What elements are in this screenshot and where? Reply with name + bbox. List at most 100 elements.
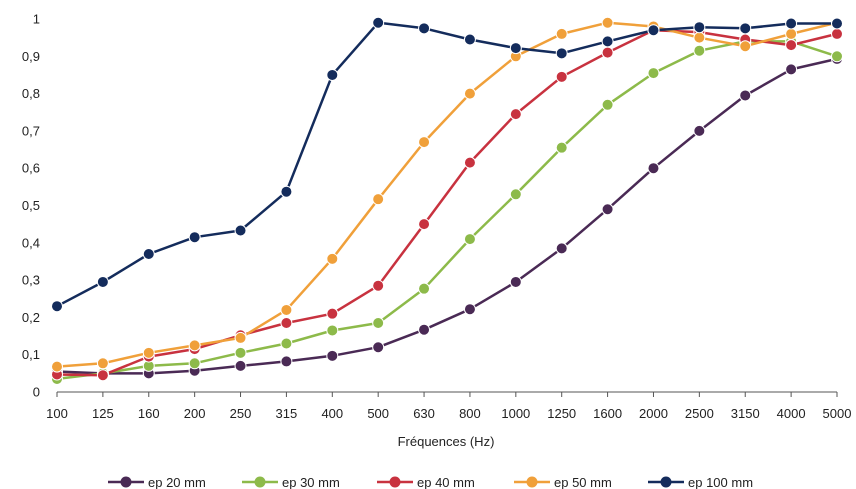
y-tick-label: 0,1 bbox=[22, 347, 40, 362]
legend-label: ep 40 mm bbox=[417, 475, 475, 489]
data-point bbox=[601, 35, 614, 48]
data-point bbox=[418, 22, 431, 35]
data-point bbox=[601, 98, 614, 111]
x-tick-label: 4000 bbox=[777, 406, 806, 421]
data-point bbox=[234, 359, 247, 372]
data-point bbox=[601, 46, 614, 59]
series-line-ep-40-mm bbox=[56, 28, 838, 377]
data-point bbox=[693, 44, 706, 57]
data-point bbox=[509, 188, 522, 201]
y-tick-label: 0,8 bbox=[22, 86, 40, 101]
data-point bbox=[418, 323, 431, 336]
x-axis: 100 125 160 200 250 315 400 500 630 800 1000 1250 16… bbox=[46, 391, 852, 421]
series-line-ep-100-mm bbox=[56, 21, 837, 308]
data-point bbox=[234, 346, 247, 359]
data-point bbox=[509, 108, 522, 121]
y-tick-label: 0,6 bbox=[22, 161, 40, 176]
data-point bbox=[234, 224, 247, 237]
data-point bbox=[326, 324, 339, 337]
data-point bbox=[831, 17, 843, 30]
data-point bbox=[188, 339, 201, 352]
data-point bbox=[280, 337, 293, 350]
legend: ep 20 mm ep 30 mm ep 40 mm ep 50 mm ep 100 m… bbox=[108, 475, 753, 489]
x-tick-label: 315 bbox=[276, 406, 298, 421]
x-tick-label: 3150 bbox=[731, 406, 760, 421]
data-point bbox=[418, 282, 431, 295]
series-line-ep-30-mm bbox=[56, 40, 838, 381]
x-tick-label: 630 bbox=[413, 406, 435, 421]
data-point bbox=[693, 124, 706, 137]
data-point bbox=[693, 31, 706, 44]
data-point bbox=[601, 203, 614, 216]
legend-marker bbox=[526, 476, 538, 488]
data-point bbox=[96, 369, 109, 382]
x-tick-label: 125 bbox=[92, 406, 114, 421]
x-tick-label: 800 bbox=[459, 406, 481, 421]
data-point bbox=[785, 63, 798, 76]
legend-marker bbox=[660, 476, 672, 488]
data-point bbox=[555, 27, 568, 40]
data-point bbox=[188, 357, 201, 370]
y-tick-label: 1 bbox=[33, 12, 40, 27]
data-point bbox=[831, 27, 843, 40]
y-tick-label: 0,7 bbox=[22, 123, 40, 138]
data-point bbox=[555, 242, 568, 255]
data-point bbox=[372, 341, 385, 354]
x-tick-label: 500 bbox=[367, 406, 389, 421]
x-tick-label: 250 bbox=[230, 406, 252, 421]
data-point bbox=[647, 67, 660, 80]
x-tick-label: 1600 bbox=[593, 406, 622, 421]
x-tick-label: 5000 bbox=[823, 406, 852, 421]
x-tick-label: 100 bbox=[46, 406, 68, 421]
y-tick-label: 0,5 bbox=[22, 198, 40, 213]
data-point bbox=[647, 162, 660, 175]
data-point bbox=[326, 307, 339, 320]
data-point bbox=[463, 303, 476, 316]
data-point bbox=[280, 355, 293, 368]
data-point bbox=[326, 68, 339, 81]
data-point bbox=[463, 233, 476, 246]
data-point bbox=[234, 331, 247, 344]
data-point bbox=[280, 185, 293, 198]
y-tick-label: 0,2 bbox=[22, 310, 40, 325]
x-tick-label: 1000 bbox=[501, 406, 530, 421]
legend-label: ep 50 mm bbox=[554, 475, 612, 489]
x-tick-label: 2000 bbox=[639, 406, 668, 421]
legend-label: ep 20 mm bbox=[148, 475, 206, 489]
y-axis: 0 0,1 0,2 0,3 0,4 0,5 0,6 0,7 0,8 0,9 1 bbox=[22, 12, 40, 400]
data-point bbox=[96, 357, 109, 370]
data-point bbox=[418, 136, 431, 149]
data-point bbox=[601, 16, 614, 29]
data-point bbox=[142, 346, 155, 359]
data-point bbox=[509, 42, 522, 55]
data-point bbox=[280, 303, 293, 316]
data-point bbox=[509, 275, 522, 288]
data-point bbox=[188, 231, 201, 244]
y-tick-label: 0,4 bbox=[22, 235, 40, 250]
legend-marker bbox=[120, 476, 132, 488]
data-point bbox=[372, 193, 385, 206]
data-point bbox=[555, 70, 568, 83]
x-tick-label: 2500 bbox=[685, 406, 714, 421]
data-point bbox=[372, 279, 385, 292]
data-point bbox=[372, 316, 385, 329]
data-point bbox=[463, 87, 476, 100]
y-tick-label: 0,3 bbox=[22, 273, 40, 288]
y-tick-label: 0,9 bbox=[22, 49, 40, 64]
data-point bbox=[785, 17, 798, 30]
data-point bbox=[326, 349, 339, 362]
data-point bbox=[372, 16, 385, 29]
data-point bbox=[555, 47, 568, 60]
x-tick-label: 400 bbox=[321, 406, 343, 421]
series-line-ep-50-mm bbox=[56, 21, 838, 368]
data-point bbox=[326, 252, 339, 265]
data-point bbox=[418, 218, 431, 231]
x-tick-label: 160 bbox=[138, 406, 160, 421]
x-tick-label: 1250 bbox=[547, 406, 576, 421]
data-point bbox=[280, 316, 293, 329]
legend-marker bbox=[389, 476, 401, 488]
data-point bbox=[647, 24, 660, 37]
x-axis-title: Fréquences (Hz) bbox=[398, 434, 495, 449]
data-point bbox=[785, 39, 798, 52]
